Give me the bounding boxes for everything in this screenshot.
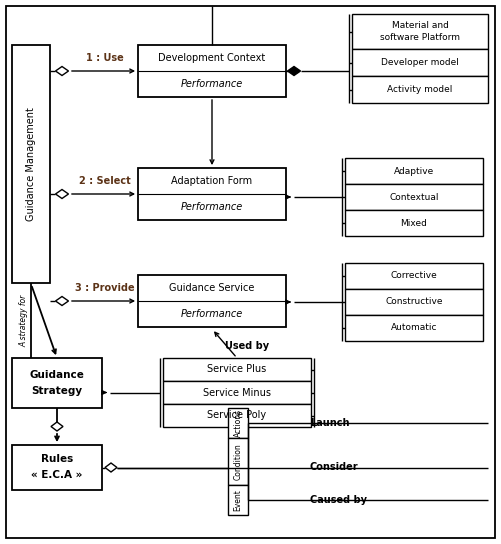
Bar: [345, 263, 483, 289]
Bar: [138, 168, 286, 220]
Text: Constructive: Constructive: [385, 298, 443, 306]
Bar: [228, 438, 248, 485]
Bar: [163, 381, 311, 404]
Bar: [352, 49, 488, 76]
Bar: [345, 210, 483, 236]
Bar: [12, 445, 102, 490]
Bar: [163, 404, 311, 427]
Text: Service Poly: Service Poly: [207, 411, 267, 421]
Bar: [12, 358, 102, 408]
Text: 1 : Use: 1 : Use: [86, 53, 124, 63]
Text: Performance: Performance: [181, 79, 243, 89]
Bar: [12, 45, 50, 283]
Bar: [138, 45, 286, 97]
Text: Guidance Management: Guidance Management: [26, 107, 36, 221]
Bar: [352, 14, 488, 49]
Polygon shape: [105, 463, 117, 472]
Text: Adaptive: Adaptive: [394, 166, 434, 176]
Text: Adaptation Form: Adaptation Form: [171, 176, 253, 186]
Text: Caused by: Caused by: [310, 495, 367, 505]
Text: Actions: Actions: [233, 409, 242, 437]
Text: Corrective: Corrective: [391, 271, 437, 281]
Text: 3 : Provide: 3 : Provide: [75, 283, 135, 293]
Polygon shape: [56, 296, 69, 306]
Text: Material and: Material and: [392, 21, 448, 30]
Text: Contextual: Contextual: [389, 193, 439, 201]
Bar: [345, 289, 483, 315]
Text: Service Minus: Service Minus: [203, 387, 271, 398]
Bar: [228, 408, 248, 438]
Text: Rules: Rules: [41, 454, 73, 465]
Text: Automatic: Automatic: [391, 324, 437, 332]
Text: Developer model: Developer model: [381, 58, 459, 67]
Polygon shape: [288, 66, 301, 76]
Bar: [228, 485, 248, 515]
Text: A strategy for: A strategy for: [20, 294, 29, 347]
Polygon shape: [56, 66, 69, 76]
Bar: [352, 76, 488, 103]
Text: Guidance: Guidance: [30, 370, 85, 380]
Text: Condition: Condition: [233, 443, 242, 480]
Bar: [345, 315, 483, 341]
Text: Mixed: Mixed: [401, 219, 427, 227]
Text: Performance: Performance: [181, 309, 243, 319]
Bar: [345, 184, 483, 210]
Polygon shape: [56, 189, 69, 199]
Text: 2 : Select: 2 : Select: [79, 176, 131, 186]
Bar: [138, 275, 286, 327]
Text: Strategy: Strategy: [32, 386, 83, 396]
Text: software Platform: software Platform: [380, 33, 460, 42]
Text: Performance: Performance: [181, 202, 243, 212]
Text: Service Plus: Service Plus: [207, 364, 267, 374]
Text: Consider: Consider: [310, 462, 359, 473]
Text: Launch: Launch: [310, 418, 350, 428]
Text: Event: Event: [233, 489, 242, 511]
Text: Used by: Used by: [225, 341, 269, 351]
Bar: [345, 158, 483, 184]
Text: Development Context: Development Context: [158, 53, 266, 63]
Polygon shape: [51, 422, 63, 431]
Bar: [163, 358, 311, 381]
Text: Activity model: Activity model: [387, 85, 453, 94]
Text: « E.C.A »: « E.C.A »: [31, 471, 83, 480]
Text: Guidance Service: Guidance Service: [169, 283, 255, 293]
